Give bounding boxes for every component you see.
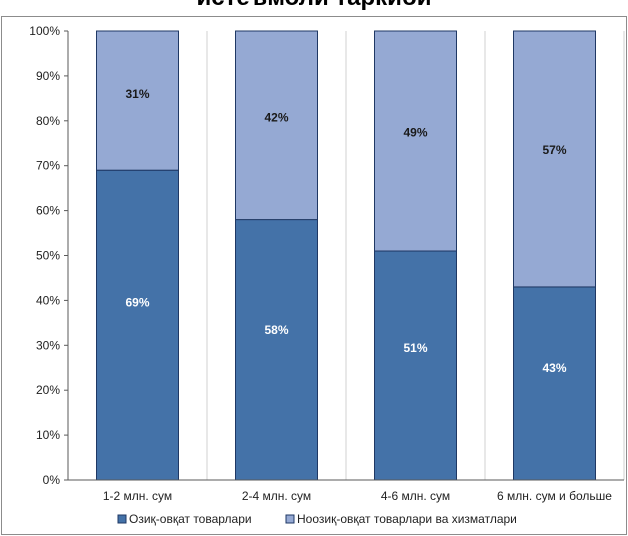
- data-label: 31%: [125, 87, 149, 101]
- data-label: 43%: [542, 361, 566, 375]
- data-label: 42%: [264, 111, 288, 125]
- bar-food: [96, 169, 179, 481]
- y-tick-label: 80%: [36, 114, 60, 128]
- bar-nonfood: [235, 30, 318, 221]
- bar-nonfood: [374, 30, 457, 252]
- legend-item: Озиқ-овқат товарлари: [117, 512, 252, 526]
- x-tick-label: 6 млн. сум и больше: [497, 489, 612, 503]
- x-tick-label: 4-6 млн. сум: [381, 489, 450, 503]
- y-tick-label: 100%: [29, 24, 60, 38]
- legend: Озиқ-овқат товарлари Ноозиқ-овқат товарла…: [117, 512, 517, 526]
- plot-grid: [206, 31, 625, 480]
- y-tick-label: 90%: [36, 69, 60, 83]
- x-tick-label: 1-2 млн. сум: [103, 489, 172, 503]
- bar-food: [374, 250, 457, 481]
- legend-swatch: [285, 514, 295, 524]
- x-tick-label: 2-4 млн. сум: [242, 489, 311, 503]
- data-label: 58%: [264, 323, 288, 337]
- bar-food: [235, 219, 318, 481]
- plot-bars: [96, 30, 596, 481]
- y-tick-label: 60%: [36, 204, 60, 218]
- y-tick-label: 0%: [43, 473, 61, 487]
- chart-title: истеъмоли таркиби: [0, 0, 628, 12]
- data-label: 49%: [403, 126, 427, 140]
- data-label: 57%: [542, 143, 566, 157]
- y-tick-label: 10%: [36, 428, 60, 442]
- legend-item: Ноозиқ-овқат товарлари ва хизматлари: [285, 512, 517, 526]
- y-tick-label: 70%: [36, 159, 60, 173]
- y-tick-label: 30%: [36, 338, 60, 352]
- y-tick-label: 40%: [36, 293, 60, 307]
- bar-nonfood: [513, 30, 596, 288]
- chart-frame: [1, 16, 627, 535]
- data-label: 69%: [125, 296, 149, 310]
- legend-swatch: [117, 514, 127, 524]
- y-tick-label: 20%: [36, 383, 60, 397]
- legend-label: Ноозиқ-овқат товарлари ва хизматлари: [297, 512, 517, 526]
- legend-label: Озиқ-овқат товарлари: [129, 512, 252, 526]
- plot-axes: 0% 10% 20% 30% 40% 50% 60% 70% 80% 90% 100%: [29, 24, 624, 487]
- y-tick-label: 50%: [36, 249, 60, 263]
- bar-nonfood: [96, 30, 179, 171]
- plot-labels: 69% 31% 1-2 млн. сум 58% 42% 2-4 млн. сум 51% 4…: [103, 87, 612, 503]
- bar-food: [513, 286, 596, 481]
- data-label: 51%: [403, 341, 427, 355]
